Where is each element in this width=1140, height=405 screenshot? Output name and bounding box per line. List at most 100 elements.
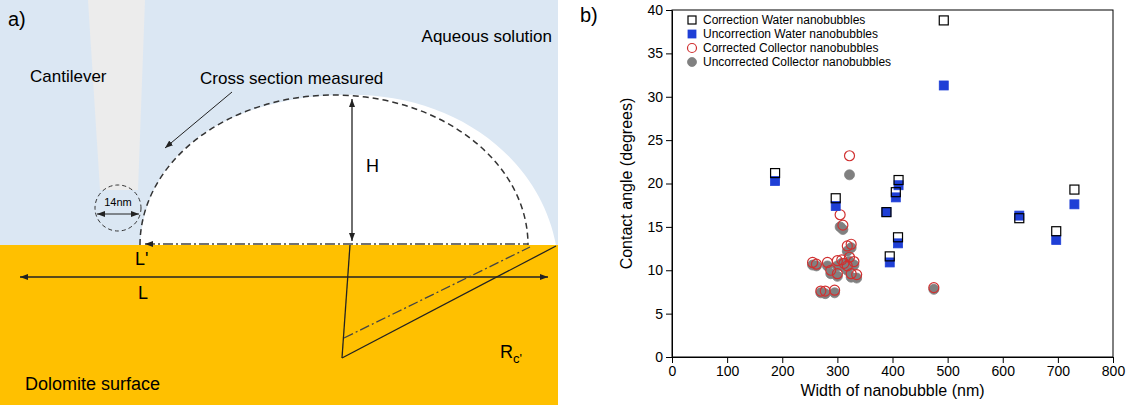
point <box>820 286 830 296</box>
point <box>894 233 903 242</box>
y-tick-mark <box>666 53 672 54</box>
base-label: L <box>138 283 148 303</box>
point <box>811 259 821 269</box>
point <box>832 269 842 279</box>
y-tick: 20 <box>647 175 672 191</box>
panel-letter: a) <box>8 8 26 30</box>
y-tick: 15 <box>647 219 672 235</box>
y-tick-label: 15 <box>647 219 663 235</box>
point <box>885 258 894 267</box>
x-tick-label: 100 <box>716 363 740 379</box>
legend-label: Uncorrected Collector nanobubbles <box>703 55 891 69</box>
x-tick-label: 800 <box>1102 363 1126 379</box>
point <box>845 252 855 262</box>
y-tick: 5 <box>655 306 672 322</box>
point <box>882 208 891 217</box>
y-tick-label: 10 <box>647 262 663 278</box>
x-axis-title: Width of nanobubble (nm) <box>800 382 984 399</box>
x-tick-label: 300 <box>826 363 850 379</box>
cantilever-label: Cantilever <box>30 67 107 86</box>
tip <box>95 185 141 231</box>
y-tick: 25 <box>647 132 672 148</box>
substrate-label: Dolomite surface <box>25 374 160 394</box>
point <box>830 285 840 295</box>
point <box>845 151 855 161</box>
tip-size-arrow <box>97 214 139 215</box>
legend-label: Uncorrection Water nanobubbles <box>703 27 878 41</box>
point <box>882 208 891 217</box>
point <box>832 271 842 281</box>
base-measured-line <box>145 243 528 244</box>
point <box>885 252 894 261</box>
radius-line <box>342 246 556 358</box>
y-tick-mark <box>666 227 672 228</box>
x-tick-label: 600 <box>992 363 1016 379</box>
aqueous-region <box>0 0 558 245</box>
measured-radius-line <box>344 247 530 338</box>
x-tick-label: 0 <box>669 363 677 379</box>
height-label: H <box>366 156 379 176</box>
x-tick: 400 <box>881 357 905 379</box>
x-tick: 200 <box>771 357 795 379</box>
point <box>831 194 840 203</box>
x-tick-label: 700 <box>1047 363 1071 379</box>
point <box>891 193 900 202</box>
radius-subscript: c' <box>513 351 522 366</box>
point <box>929 283 939 293</box>
point <box>939 16 948 25</box>
legend-label: Correction Water nanobubbles <box>703 13 865 27</box>
point <box>1070 185 1079 194</box>
point <box>1070 200 1079 209</box>
point <box>845 170 855 180</box>
y-tick-label: 35 <box>647 45 663 61</box>
radius-letter: R <box>500 342 513 362</box>
x-tick: 300 <box>826 357 850 379</box>
y-tick-mark <box>666 314 672 315</box>
y-tick-mark <box>666 184 672 185</box>
x-tick-label: 500 <box>936 363 960 379</box>
x-tick: 700 <box>1047 357 1071 379</box>
y-tick-label: 5 <box>655 306 663 322</box>
x-tick-label: 400 <box>881 363 905 379</box>
y-tick-label: 20 <box>647 175 663 191</box>
cross-section-arrow <box>165 92 232 148</box>
panel-letter: b) <box>580 4 598 26</box>
point <box>894 176 903 185</box>
y-axis-title: Contact angle (degrees) <box>618 98 635 270</box>
legend-symbol <box>688 44 697 53</box>
y-tick: 30 <box>647 89 672 105</box>
x-tick: 600 <box>992 357 1016 379</box>
legend-symbol <box>688 30 696 38</box>
cross-section-label: Cross section measured <box>200 69 383 88</box>
radius-label: Rc' <box>500 342 522 366</box>
x-tick: 800 <box>1102 357 1126 379</box>
y-tick-label: 25 <box>647 132 663 148</box>
measured-profile <box>140 95 528 245</box>
center-line <box>342 245 350 358</box>
medium-label: Aqueous solution <box>422 27 552 46</box>
y-tick: 35 <box>647 45 672 61</box>
point <box>939 81 948 90</box>
legend: Correction Water nanobubblesUncorrection… <box>688 13 892 69</box>
y-tick: 40 <box>647 2 672 18</box>
dolomite-region <box>0 245 558 405</box>
y-tick: 10 <box>647 262 672 278</box>
point <box>891 188 900 197</box>
tip-size-label: 14nm <box>104 196 132 208</box>
point <box>1015 214 1024 223</box>
point <box>771 169 780 178</box>
panel-a: 14nm a) Cantilever Cross section measured Aq… <box>0 0 558 405</box>
point <box>835 210 845 220</box>
y-tick-mark <box>666 140 672 141</box>
base-measured-label: L' <box>135 249 148 269</box>
height-arrow <box>351 99 352 241</box>
point <box>842 241 852 251</box>
point <box>830 288 840 298</box>
point <box>1052 235 1061 244</box>
point <box>838 220 848 230</box>
point <box>846 269 856 279</box>
y-axis: 0510152025303540 <box>647 2 672 365</box>
x-tick: 500 <box>936 357 960 379</box>
legend-symbol <box>688 58 697 67</box>
y-tick-mark <box>666 97 672 98</box>
